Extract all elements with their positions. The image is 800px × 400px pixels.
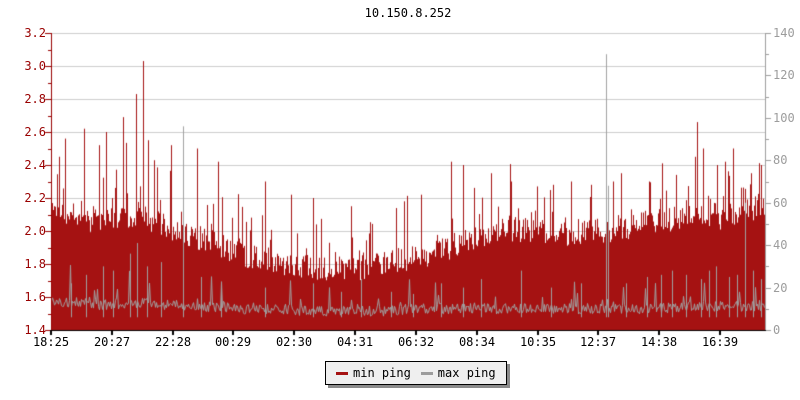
x-tick-label: 02:30 — [275, 335, 313, 349]
y-right-tick-label: 0 — [773, 323, 781, 337]
y-right-tick-label: 140 — [773, 26, 795, 40]
x-tick-label: 08:34 — [458, 335, 496, 349]
y-left-tick-label: 2.0 — [24, 224, 46, 238]
x-tick-label: 16:39 — [701, 335, 739, 349]
x-tick-label: 00:29 — [214, 335, 252, 349]
y-right-tick-label: 60 — [773, 196, 788, 210]
x-tick-label: 22:28 — [154, 335, 192, 349]
y-left-tick-label: 1.6 — [24, 290, 46, 304]
y-right-tick-label: 40 — [773, 238, 788, 252]
x-tick-label: 04:31 — [336, 335, 374, 349]
y-left-tick-label: 1.4 — [24, 323, 46, 337]
min-ping-swatch-icon — [336, 371, 348, 375]
y-right-tick-label: 20 — [773, 281, 788, 295]
x-tick-label: 14:38 — [640, 335, 678, 349]
y-left-tick-label: 2.6 — [24, 125, 46, 139]
y-left-tick-label: 1.8 — [24, 257, 46, 271]
legend-label-min-ping: min ping — [353, 366, 411, 380]
x-tick-label: 06:32 — [397, 335, 435, 349]
x-tick-label: 12:37 — [579, 335, 617, 349]
y-left-tick-label: 2.4 — [24, 158, 46, 172]
y-left-tick-label: 2.2 — [24, 191, 46, 205]
y-right-tick-label: 80 — [773, 153, 788, 167]
y-right-tick-label: 100 — [773, 111, 795, 125]
legend: min ping max ping — [325, 361, 507, 385]
x-tick-label: 20:27 — [93, 335, 131, 349]
y-left-tick-label: 3.2 — [24, 26, 46, 40]
y-right-tick-label: 120 — [773, 68, 795, 82]
max-ping-swatch-icon — [420, 371, 433, 375]
x-tick-label: 10:35 — [519, 335, 557, 349]
y-left-tick-label: 3.0 — [24, 59, 46, 73]
x-tick-label: 18:25 — [32, 335, 70, 349]
y-left-tick-label: 2.8 — [24, 92, 46, 106]
legend-label-max-ping: max ping — [437, 366, 496, 380]
